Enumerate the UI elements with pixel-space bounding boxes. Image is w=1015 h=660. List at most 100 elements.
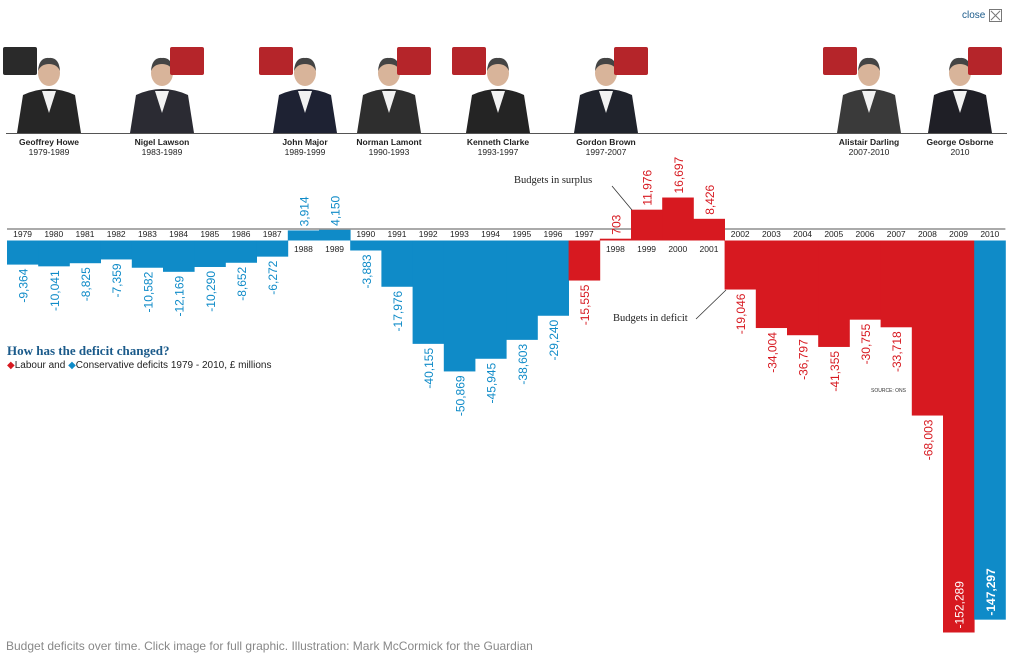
chancellor-years: 2007-2010 <box>848 147 890 157</box>
chancellor-years: 2010 <box>950 147 970 157</box>
bar[interactable] <box>568 240 601 281</box>
bar[interactable] <box>319 229 351 241</box>
bar[interactable] <box>350 240 382 251</box>
surplus-leader-line <box>611 185 633 211</box>
bar[interactable] <box>194 240 226 267</box>
data-label: -8,652 <box>235 266 249 300</box>
data-label: -50,869 <box>453 375 467 416</box>
bar[interactable] <box>287 230 320 241</box>
bar[interactable] <box>443 240 476 372</box>
deficit-chart[interactable]: 1979 -9,364 1980 -10,041 1981 -8,825 1982 -7,35… <box>0 0 1015 640</box>
tick-label: 1996 <box>544 229 563 239</box>
tick-label: 2009 <box>949 229 968 239</box>
chancellor-photo <box>823 47 901 133</box>
tick-label: 2003 <box>762 229 781 239</box>
chancellor-label: Gordon Brown 1997-2007 <box>551 137 661 157</box>
chart-title: How has the deficit changed? <box>7 343 170 358</box>
bar[interactable] <box>381 240 413 287</box>
data-label: -19,046 <box>734 293 748 334</box>
tick-label: 1983 <box>138 229 157 239</box>
bar[interactable] <box>880 240 913 328</box>
tick-label: 1994 <box>481 229 500 239</box>
red-box-icon <box>397 47 431 75</box>
bar[interactable] <box>475 240 507 359</box>
bar[interactable] <box>755 240 788 329</box>
data-label: 8,426 <box>703 184 717 214</box>
tick-label: 2008 <box>918 229 937 239</box>
bar[interactable] <box>506 240 538 340</box>
tick-label: 1997 <box>575 229 594 239</box>
bar[interactable] <box>412 240 445 344</box>
chancellor-years: 1989-1999 <box>284 147 326 157</box>
chancellor-photo <box>357 47 431 133</box>
chancellor-years: 1983-1989 <box>141 147 183 157</box>
data-label: -7,359 <box>110 263 124 297</box>
data-label: -12,169 <box>173 276 187 317</box>
chancellor-years: 1993-1997 <box>477 147 519 157</box>
callout-surplus: Budgets in surplus <box>514 175 593 186</box>
bar[interactable] <box>911 240 944 416</box>
red-box-icon <box>170 47 204 75</box>
subtitle-rest: Conservative deficits 1979 - 2010, £ mil… <box>75 360 272 371</box>
tick-label: 1982 <box>107 229 126 239</box>
data-label: -36,797 <box>797 339 811 380</box>
tick-label: 1991 <box>388 229 407 239</box>
data-label: 4,150 <box>329 195 343 225</box>
data-label: -41,355 <box>828 351 842 392</box>
chancellor-name: John Major <box>282 137 328 147</box>
data-label: 16,697 <box>672 156 686 193</box>
data-label: -29,240 <box>547 319 561 360</box>
image-caption[interactable]: Budget deficits over time. Click image f… <box>6 639 533 653</box>
bar[interactable] <box>163 240 195 272</box>
tick-label: 1989 <box>325 244 344 254</box>
bar[interactable] <box>849 240 881 320</box>
bar[interactable] <box>662 197 694 241</box>
bar[interactable] <box>693 218 725 241</box>
data-label: -3,883 <box>360 254 374 288</box>
data-label: -40,155 <box>422 348 436 389</box>
bar[interactable] <box>256 240 289 257</box>
bar[interactable] <box>787 240 819 336</box>
bar[interactable] <box>225 240 257 263</box>
data-label: -10,290 <box>204 271 218 312</box>
deficit-leader-line <box>695 289 727 320</box>
tick-label: 1990 <box>356 229 375 239</box>
chancellor-label: Kenneth Clarke 1993-1997 <box>443 137 553 157</box>
tick-label: 1986 <box>232 229 251 239</box>
bar[interactable] <box>724 240 757 290</box>
bar[interactable] <box>943 240 975 633</box>
callout-deficit: Budgets in deficit <box>613 313 688 324</box>
bar[interactable] <box>131 240 164 268</box>
chancellor-photo <box>259 47 337 133</box>
subtitle-labour: Labour and <box>14 360 66 371</box>
close-button[interactable]: close <box>962 9 1003 22</box>
bar[interactable] <box>631 209 663 241</box>
bar[interactable] <box>818 240 850 347</box>
bar[interactable] <box>100 240 133 260</box>
chancellor-label: Alistair Darling 2007-2010 <box>814 137 924 157</box>
data-label: 703 <box>609 214 623 234</box>
bar[interactable] <box>974 240 1006 620</box>
bar[interactable] <box>599 238 632 241</box>
data-label: -30,755 <box>859 323 873 364</box>
data-label: -34,004 <box>765 332 779 373</box>
tick-label: 1995 <box>512 229 531 239</box>
bar[interactable] <box>69 240 101 264</box>
chancellor-photo <box>3 47 81 133</box>
tick-label: 1979 <box>13 229 32 239</box>
tick-label: 2001 <box>700 244 719 254</box>
chancellor-years: 1997-2007 <box>585 147 627 157</box>
data-label: -15,555 <box>578 284 592 325</box>
bar[interactable] <box>38 240 70 267</box>
chart-subtitle: ◆Labour and ◆Conservative deficits 1979 … <box>7 360 271 371</box>
bar[interactable] <box>7 240 39 265</box>
data-label: -45,945 <box>485 362 499 403</box>
tick-label: 1987 <box>263 229 282 239</box>
bar[interactable] <box>537 240 569 316</box>
tick-label: 1985 <box>200 229 219 239</box>
data-label: -8,825 <box>79 267 93 301</box>
tick-label: 2000 <box>668 244 687 254</box>
conservative-diamond-icon: ◆ <box>68 360 76 371</box>
data-label: -38,603 <box>516 344 530 385</box>
tick-label: 2007 <box>887 229 906 239</box>
